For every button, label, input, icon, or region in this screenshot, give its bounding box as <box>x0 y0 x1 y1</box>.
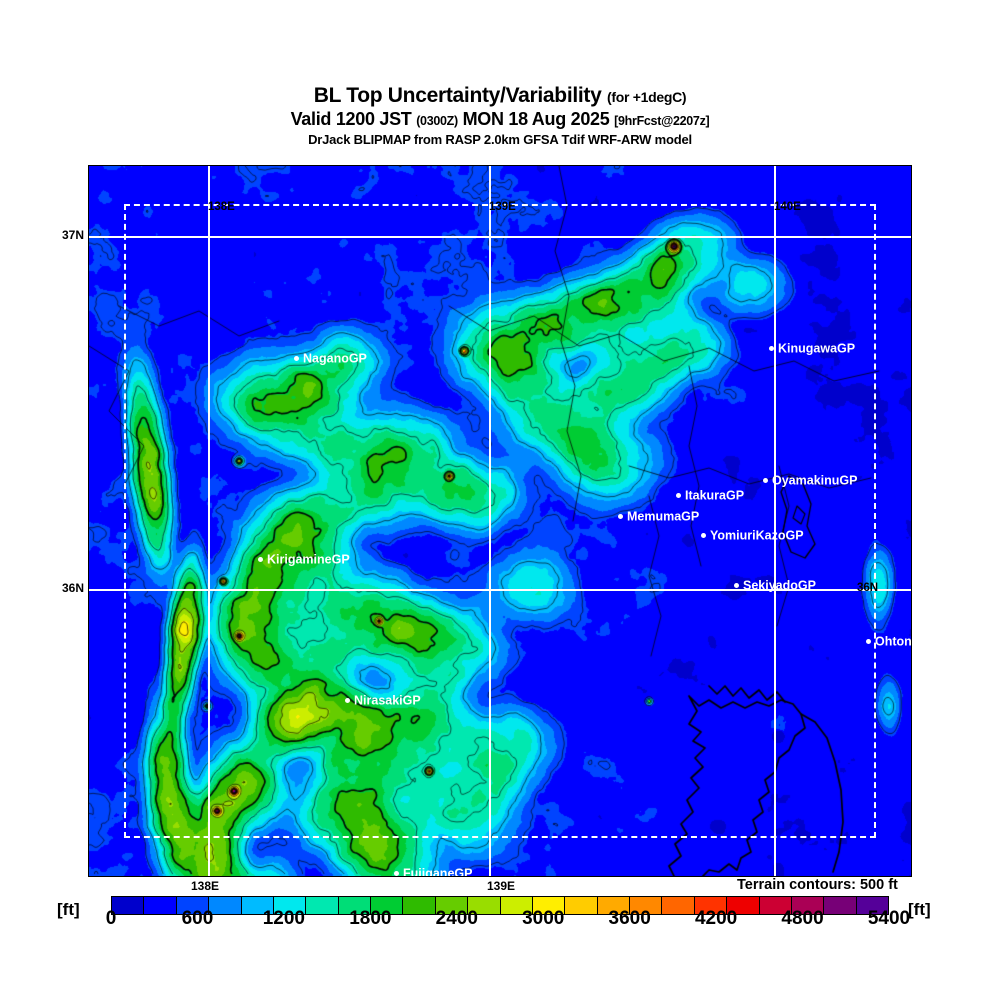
colorbar-swatch-6 <box>306 897 339 914</box>
title-sub: (for +1degC) <box>607 89 687 105</box>
colorbar-unit-right: [ft] <box>908 900 931 919</box>
station-dot-icon <box>676 493 681 499</box>
gridline-lon-0 <box>208 166 210 876</box>
forecast-hour: [9hrFcst@2207z] <box>614 114 710 128</box>
valid-date: MON 18 Aug 2025 <box>462 109 610 129</box>
colorbar-swatch-20 <box>759 897 792 914</box>
valid-time: Valid 1200 JST <box>290 109 412 129</box>
colorbar-swatch-12 <box>500 897 533 914</box>
station-marker-memumagp[interactable]: MemumaGP <box>618 510 699 523</box>
station-dot-icon <box>618 514 623 520</box>
colorbar-swatch-10 <box>435 897 469 914</box>
colorbar-tick-1200: 1200 <box>262 908 306 929</box>
lon-label-bottom-138E: 138E <box>191 879 220 893</box>
station-label: SekiyadoGP <box>743 578 816 593</box>
lat-label-right-36N: 36N <box>857 582 879 594</box>
colorbar-swatch-23 <box>856 897 888 914</box>
colorbar-swatch-8 <box>371 897 404 914</box>
station-dot-icon <box>701 533 706 539</box>
colorbar-unit-left: [ft] <box>57 900 80 919</box>
colorbar-tick-4200: 4200 <box>694 908 738 929</box>
lon-label-bottom-139E: 139E <box>487 879 516 893</box>
station-marker-oyamakinugp[interactable]: OyamakinuGP <box>763 474 857 487</box>
station-marker-fujiganegp[interactable]: FujiganeGP <box>394 866 473 877</box>
station-label: Ohtone <box>875 634 912 649</box>
station-dot-icon <box>258 557 263 563</box>
station-label: OyamakinuGP <box>772 473 858 488</box>
valid-time-z: (0300Z) <box>416 114 458 128</box>
station-marker-nirasakigp[interactable]: NirasakiGP <box>345 694 421 707</box>
map-panel[interactable]: NaganoGP KinugawaGP OyamakinuGP ItakuraGP Me… <box>88 165 912 877</box>
title-block: BL Top Uncertainty/Variability (for +1de… <box>0 84 1000 147</box>
colorbar-tick-4800: 4800 <box>781 908 824 929</box>
lon-label-top-138E: 138E <box>208 201 235 213</box>
lon-label-top-139E: 139E <box>489 201 516 213</box>
title-main: BL Top Uncertainty/Variability <box>313 84 602 107</box>
colorbar-swatch-0 <box>112 897 145 914</box>
colorbar-swatch-22 <box>824 897 857 914</box>
station-dot-icon <box>769 346 774 352</box>
colorbar-swatch-4 <box>241 897 274 914</box>
station-marker-ohtone[interactable]: Ohtone <box>866 634 912 649</box>
station-dot-icon <box>866 639 871 645</box>
colorbar-tick-3600: 3600 <box>608 908 651 929</box>
forecast-domain-boundary <box>124 204 876 838</box>
colorbar-swatch-18 <box>694 897 728 914</box>
station-label: ItakuraGP <box>685 488 745 503</box>
station-label: KinugawaGP <box>778 341 856 356</box>
colorbar-swatch-11 <box>468 897 501 914</box>
gridline-lat-0 <box>89 236 911 238</box>
station-marker-itakuragp[interactable]: ItakuraGP <box>676 489 744 502</box>
gridline-lon-2 <box>774 166 776 876</box>
station-label: FujiganeGP <box>403 866 473 877</box>
colorbar-swatch-16 <box>630 897 663 914</box>
colorbar-tick-labels: 0 600 1200 1800 2400 3000 3600 4200 4800 5400 <box>0 908 1000 936</box>
station-label: MemumaGP <box>627 509 700 524</box>
lat-label-left-36N: 36N <box>62 581 85 595</box>
station-dot-icon <box>394 871 399 876</box>
station-dot-icon <box>763 478 768 484</box>
station-label: YomiuriKazoGP <box>710 528 804 543</box>
chart-title: BL Top Uncertainty/Variability (for +1de… <box>0 84 1000 108</box>
terrain-contour-note: Terrain contours: 500 ft <box>737 877 898 893</box>
colorbar-swatch-14 <box>565 897 598 914</box>
station-label: NaganoGP <box>303 351 367 366</box>
valid-time-line: Valid 1200 JST (0300Z) MON 18 Aug 2025 [… <box>0 109 1000 130</box>
colorbar-swatch-9 <box>403 897 436 914</box>
station-marker-kirigaminegp[interactable]: KirigamineGP <box>258 553 350 566</box>
station-marker-kinugawagp[interactable]: KinugawaGP <box>769 342 855 355</box>
colorbar-swatch-21 <box>791 897 825 914</box>
station-marker-naganogp[interactable]: NaganoGP <box>294 352 367 365</box>
lat-label-left-37N: 37N <box>62 228 85 242</box>
colorbar-swatch-3 <box>209 897 242 914</box>
colorbar-swatch-15 <box>597 897 630 914</box>
model-source-line: DrJack BLIPMAP from RASP 2.0km GFSA Tdif… <box>308 132 692 147</box>
station-label: NirasakiGP <box>354 693 421 708</box>
colorbar-swatch-5 <box>273 897 307 914</box>
gridline-lat-1 <box>89 589 911 591</box>
colorbar[interactable] <box>111 896 889 915</box>
colorbar-tick-5400: 5400 <box>867 908 911 929</box>
station-dot-icon <box>345 698 350 704</box>
colorbar-tick-3000: 3000 <box>522 908 565 929</box>
colorbar-tick-600: 600 <box>181 908 214 929</box>
colorbar-swatch-17 <box>662 897 695 914</box>
colorbar-tick-2400: 2400 <box>435 908 478 929</box>
colorbar-tick-1800: 1800 <box>349 908 392 929</box>
station-marker-sekiyadogp[interactable]: SekiyadoGP <box>734 579 816 592</box>
station-dot-icon <box>734 583 739 589</box>
colorbar-tick-0: 0 <box>105 908 117 929</box>
colorbar-swatch-2 <box>176 897 210 914</box>
colorbar-swatch-19 <box>727 897 760 914</box>
colorbar-swatch-1 <box>144 897 177 914</box>
station-label: KirigamineGP <box>267 552 350 567</box>
station-marker-yomiurikazogp[interactable]: YomiuriKazoGP <box>701 529 804 542</box>
station-dot-icon <box>294 356 299 362</box>
colorbar-swatch-13 <box>532 897 566 914</box>
lon-label-top-140E: 140E <box>774 201 801 213</box>
gridline-lon-1 <box>489 166 491 876</box>
colorbar-swatch-7 <box>338 897 371 914</box>
